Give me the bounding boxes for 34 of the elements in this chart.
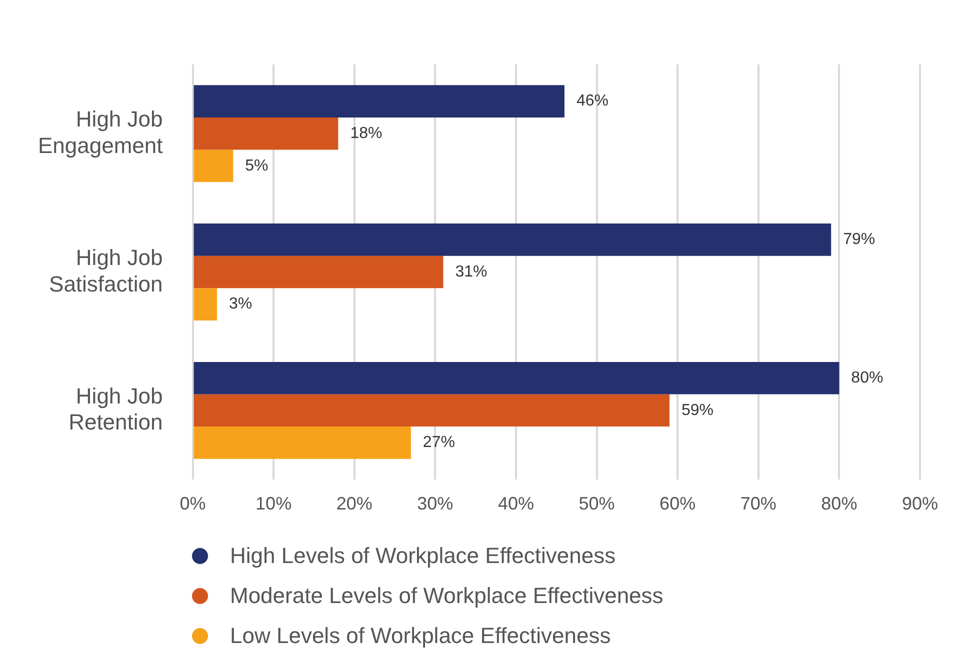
data-label: 79% [843,231,876,248]
data-label: 80% [851,370,884,387]
bar [194,288,217,320]
x-tick-label: 80% [821,493,858,514]
data-label: 3% [229,296,252,313]
data-label: 5% [245,157,268,174]
x-tick-label: 10% [256,493,292,514]
bar [194,224,832,256]
bar [194,117,338,150]
legend-label: Low Levels of Workplace Effectiveness [230,623,611,649]
y-tick-label: High Job Retention [68,383,163,435]
x-tick-label: 20% [336,493,372,514]
legend-label: Moderate Levels of Workplace Effectiveness [230,583,664,609]
y-tick-label: High Job Engagement [38,106,163,158]
legend-label: High Levels of Workplace Effectiveness [230,543,616,569]
y-tick-label: High Job Satisfaction [49,244,163,296]
bar [194,85,564,118]
data-label: 18% [350,125,382,142]
data-label: 46% [576,92,608,110]
x-tick-label: 0% [180,493,206,514]
bar [194,426,411,459]
bar [194,256,444,288]
bar [194,394,670,427]
x-tick-label: 60% [660,493,696,514]
x-tick-label: 30% [417,493,454,514]
x-tick-label: 90% [902,493,938,514]
data-label: 59% [681,402,714,419]
data-label: 31% [455,263,488,280]
x-tick-label: 50% [578,493,615,514]
x-tick-label: 70% [740,493,776,514]
bar [194,150,234,182]
data-label: 27% [422,434,455,452]
bar [194,362,840,394]
x-tick-label: 40% [498,493,534,514]
